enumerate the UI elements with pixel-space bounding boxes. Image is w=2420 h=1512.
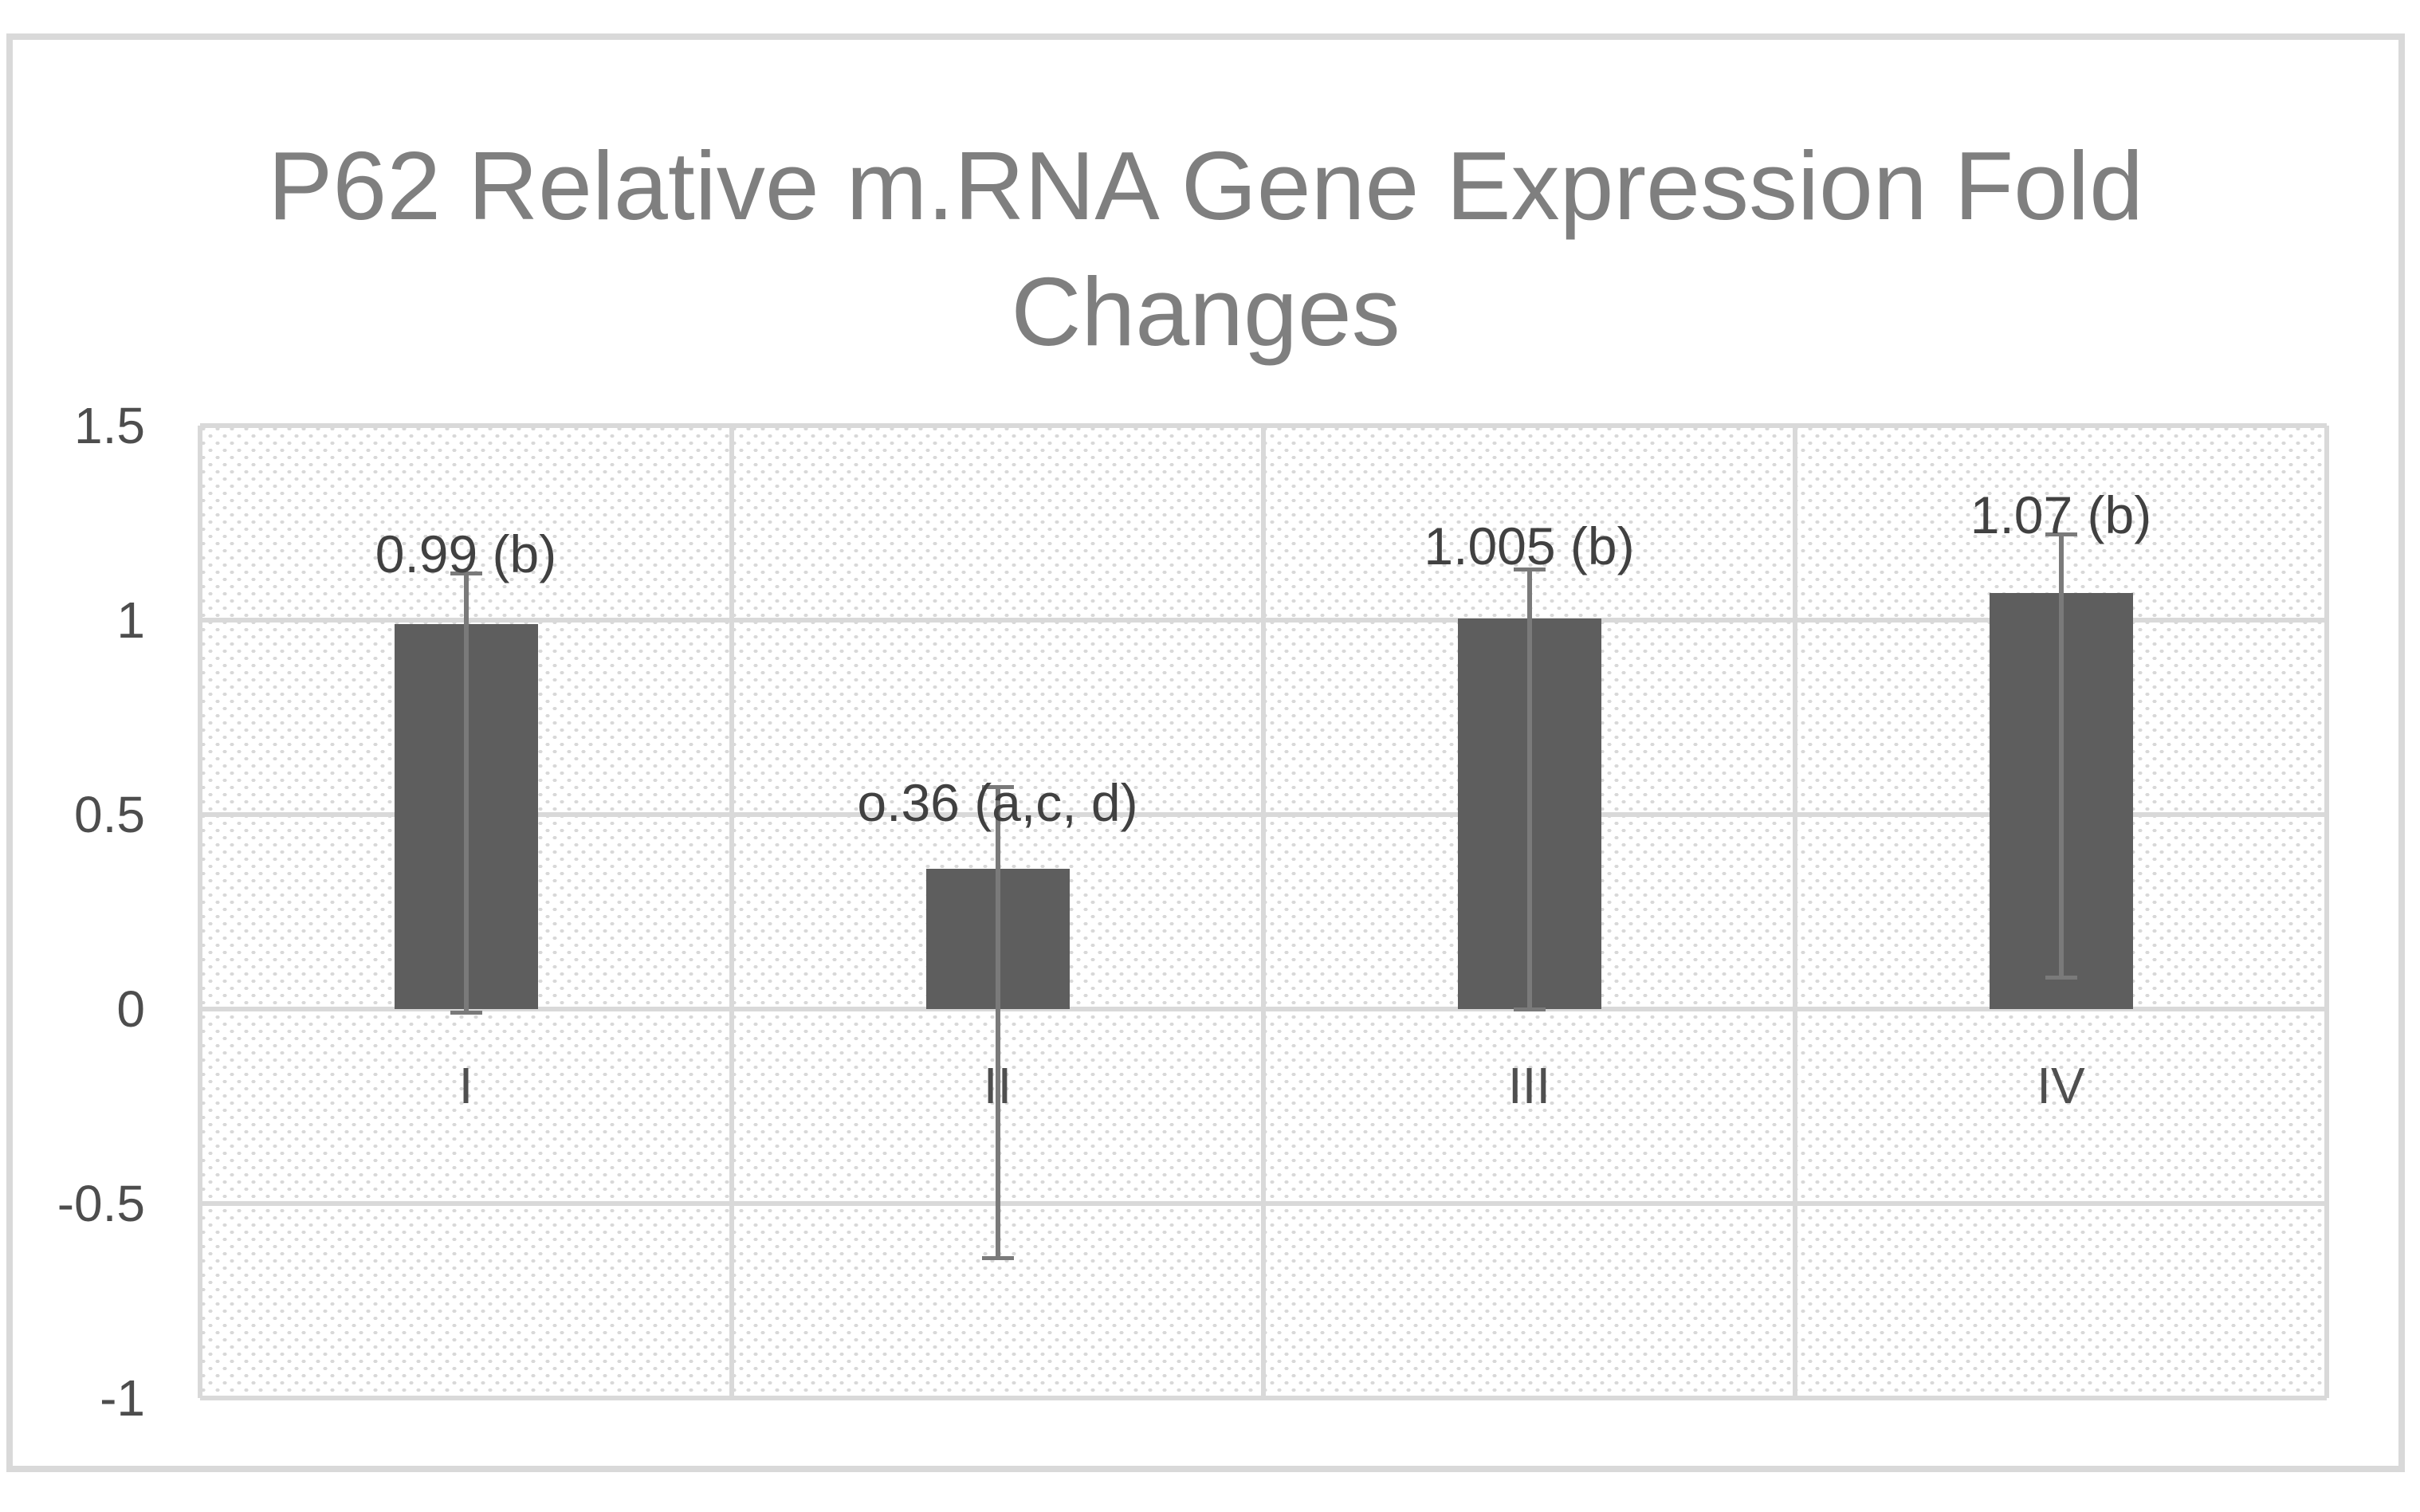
- error-bar-iii: [1526, 569, 1532, 1009]
- v-gridline: [2324, 426, 2329, 1398]
- error-bar-top-cap: [981, 785, 1014, 790]
- error-bar-bottom-cap: [1513, 1007, 1546, 1011]
- error-bar-top-cap: [450, 571, 482, 575]
- y-axis-tick-label: 0.5: [74, 786, 145, 843]
- v-gridline: [1793, 426, 1797, 1398]
- chart-title-line-1: P62 Relative m.RNA Gene Expression Fold: [268, 132, 2143, 240]
- error-bar-iv: [2058, 534, 2064, 978]
- error-bar-bottom-cap: [450, 1011, 482, 1015]
- y-axis-tick-label: -0.5: [57, 1175, 145, 1232]
- category-label-i: I: [458, 1057, 473, 1114]
- v-gridline: [1261, 426, 1266, 1398]
- chart-area: P62 Relative m.RNA Gene Expression Fold …: [6, 33, 2405, 1472]
- v-gridline: [729, 426, 734, 1398]
- data-label-ii: o.36 (a,c, d): [857, 773, 1138, 833]
- chart-title-line-2: Changes: [1011, 257, 1401, 366]
- chart-frame: P62 Relative m.RNA Gene Expression Fold …: [6, 33, 2405, 1472]
- error-bar-top-cap: [1513, 567, 1546, 572]
- error-bar-ii: [995, 787, 1000, 1259]
- category-label-ii: II: [983, 1057, 1012, 1114]
- v-gridline: [198, 426, 202, 1398]
- error-bar-bottom-cap: [2045, 976, 2077, 980]
- error-bar-bottom-cap: [981, 1255, 1014, 1260]
- error-bar-i: [463, 573, 469, 1013]
- data-label-i: 0.99 (b): [375, 524, 557, 584]
- error-bar-top-cap: [2045, 532, 2077, 537]
- data-label-iii: 1.005 (b): [1424, 516, 1635, 576]
- y-axis-tick-label: 0: [116, 980, 145, 1038]
- category-label-iii: III: [1507, 1057, 1551, 1114]
- y-axis-tick-label: -1: [100, 1369, 145, 1427]
- y-axis-tick-label: 1: [116, 591, 145, 649]
- y-axis-tick-label: 1.5: [74, 397, 145, 454]
- data-label-iv: 1.07 (b): [1970, 485, 2152, 545]
- h-gridline: [200, 1396, 2327, 1400]
- chart-title: P62 Relative m.RNA Gene Expression Fold …: [6, 123, 2405, 375]
- category-label-iv: IV: [2037, 1057, 2085, 1114]
